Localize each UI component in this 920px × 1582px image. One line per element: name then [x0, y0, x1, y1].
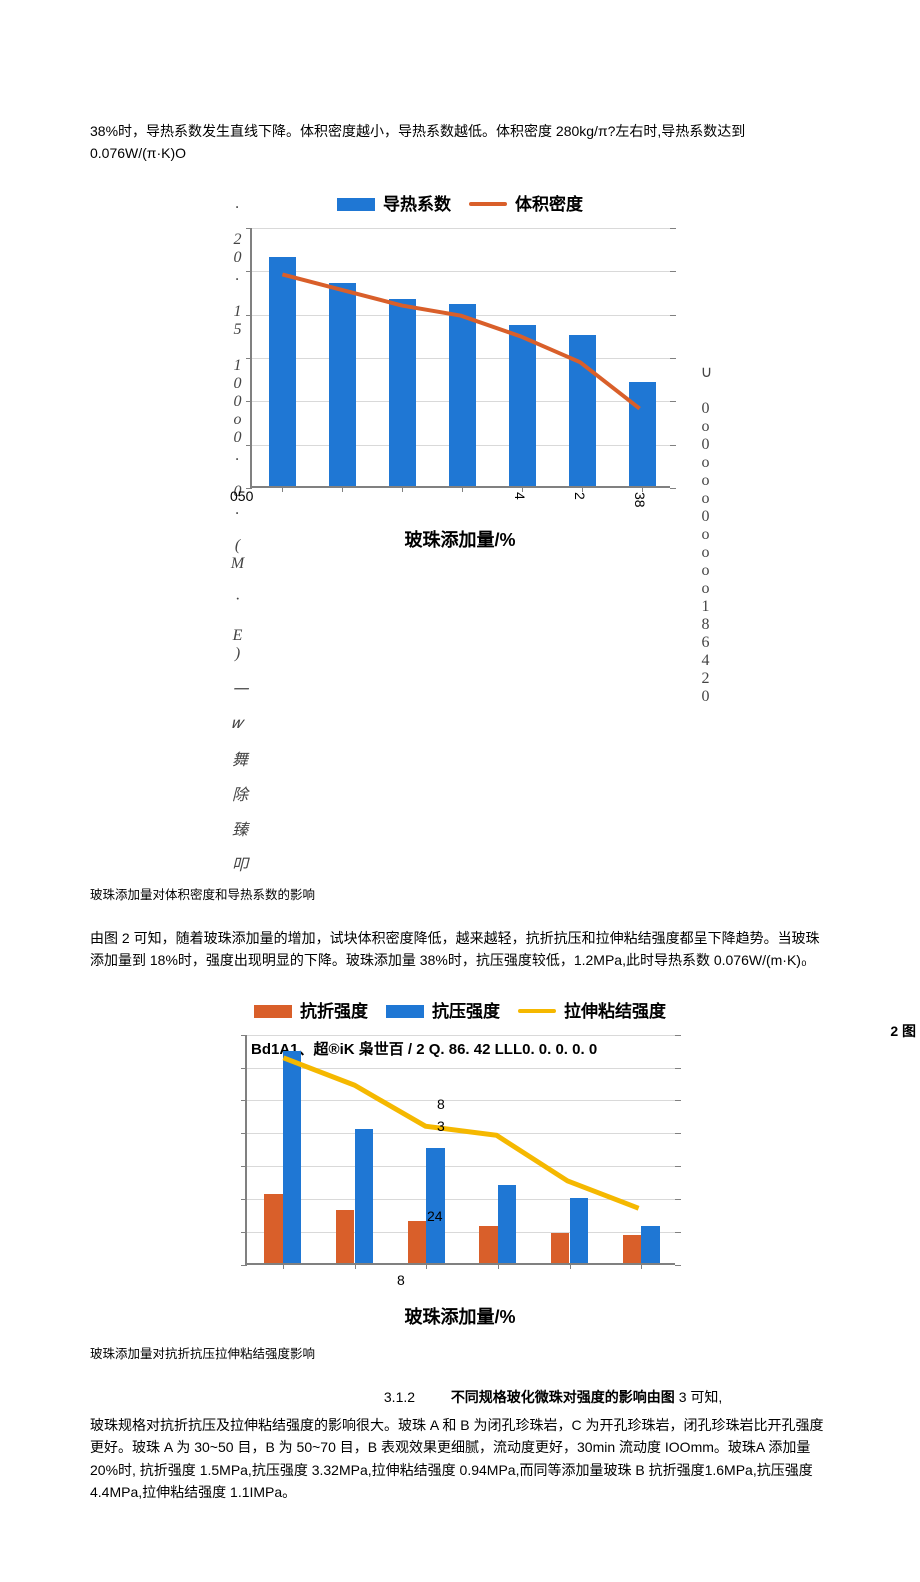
- chart2-plot: 8 3 24: [245, 1035, 675, 1265]
- chart1-ticks: [252, 228, 670, 486]
- chart1-legend-series2: 体积密度: [469, 191, 583, 218]
- chart1-plot: [250, 228, 670, 488]
- final-paragraph: 玻珠规格对抗折抗压及拉伸粘结强度的影响很大。玻珠 A 和 B 为闭孔珍珠岩，C …: [90, 1414, 830, 1504]
- legend-swatch-line: [469, 202, 507, 206]
- chart1-xlabel: 2: [569, 492, 591, 500]
- legend-swatch-bar: [254, 1005, 292, 1018]
- chart2-caption: 玻珠添加量对抗折抗压拉伸粘结强度影响: [90, 1344, 830, 1364]
- chart1-core: 导热系数 体积密度 4238 玻珠添加量/% 050: [250, 185, 670, 873]
- chart1-xlabel: 4: [509, 492, 531, 500]
- chart2-overlay-8a: 8: [437, 1093, 445, 1115]
- section-num: 3.1.2: [384, 1389, 415, 1405]
- legend-label: 拉伸粘结强度: [564, 998, 666, 1025]
- chart2-xtitle: 玻珠添加量/%: [245, 1299, 675, 1332]
- chart1-right-axis-garbled: ∪ 0o0ooo0oooo186420: [670, 185, 718, 873]
- chart1-wrap: . 20. 15 100o0. 0. (M · E) 一 𝑤 舞 除 臻 叩 导…: [90, 185, 830, 873]
- chart1-legend: 导热系数 体积密度: [250, 185, 670, 228]
- chart2-legend-series2: 抗压强度: [386, 998, 500, 1025]
- legend-label: 抗压强度: [432, 998, 500, 1025]
- chart2-wrap: 抗折强度 抗压强度 拉伸粘结强度 Bd1A1、超®iK 枭世百 / 2 Q. 8…: [90, 992, 830, 1332]
- section-title-tail: 3 可知,: [675, 1389, 722, 1405]
- section-title-bold: 不同规格玻化微珠对强度的影响由图: [451, 1389, 675, 1405]
- chart2-core: 抗折强度 抗压强度 拉伸粘结强度 Bd1A1、超®iK 枭世百 / 2 Q. 8…: [245, 992, 675, 1332]
- chart2-legend-series1: 抗折强度: [254, 998, 368, 1025]
- chart1-xtitle: 玻珠添加量/%: [250, 522, 670, 555]
- chart2-overlay-8b: 8: [397, 1269, 405, 1291]
- chart1-bottom-left-garbled: 050: [230, 485, 253, 507]
- chart1-xlabel: 38: [629, 492, 651, 508]
- intro-paragraph: 38%时，导热系数发生直线下降。体积密度越小，导热系数越低。体积密度 280kg…: [90, 120, 830, 165]
- mid-paragraph: 由图 2 可知，随着玻珠添加量的增加，试块体积密度降低，越来越轻，抗折抗压和拉伸…: [90, 927, 830, 972]
- chart2-ticks: [247, 1035, 675, 1263]
- legend-swatch-bar: [337, 198, 375, 211]
- chart1-legend-series1: 导热系数: [337, 191, 451, 218]
- chart2-overlay-3: 3: [437, 1115, 445, 1137]
- legend-label: 抗折强度: [300, 998, 368, 1025]
- chart2-legend: 抗折强度 抗压强度 拉伸粘结强度: [245, 992, 675, 1035]
- legend-label: 导热系数: [383, 191, 451, 218]
- chart2-side-label: 2 图: [890, 1020, 916, 1042]
- section-3-1-2: 3.1.2 不同规格玻化微珠对强度的影响由图 3 可知,: [90, 1386, 830, 1408]
- chart1-caption: 玻珠添加量对体积密度和导热系数的影响: [90, 885, 830, 905]
- legend-label: 体积密度: [515, 191, 583, 218]
- chart2-legend-series3: 拉伸粘结强度: [518, 998, 666, 1025]
- chart1-xlabels: 4 2 38: [250, 488, 670, 522]
- chart2-xlabels: 8: [245, 1265, 675, 1299]
- chart2-overlay-24: 24: [427, 1205, 443, 1227]
- legend-swatch-line: [518, 1009, 556, 1013]
- legend-swatch-bar: [386, 1005, 424, 1018]
- chart1-left-axis-garbled: . 20. 15 100o0. 0. (M · E) 一 𝑤 舞 除 臻 叩: [202, 185, 250, 873]
